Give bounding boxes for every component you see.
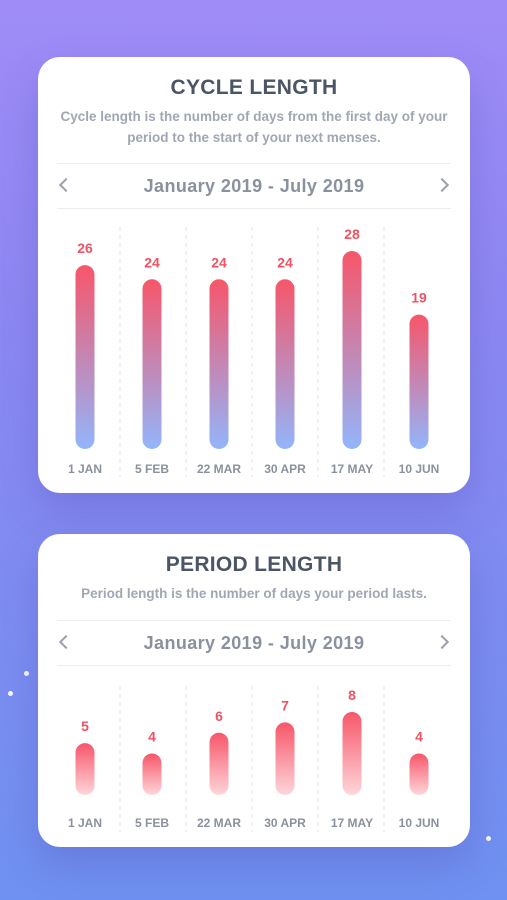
cycle-length-chart: 26 1 JAN 24 5 FEB 24 22 MAR 24 30 APR 28 17 MAY 19… [68, 226, 440, 477]
data-label: 4 [148, 729, 156, 745]
x-tick-label: 17 MAY [331, 462, 373, 476]
bar [142, 753, 162, 795]
x-tick-label: 5 FEB [135, 816, 169, 830]
x-tick-label: 1 JAN [68, 462, 102, 476]
bar [409, 314, 429, 449]
cycle-length-title: CYCLE LENGTH [170, 76, 338, 99]
bar [209, 732, 229, 795]
period-length-chart: 5 1 JAN 4 5 FEB 6 22 MAR 7 30 APR 8 17 MAY 4 10 JUN [68, 686, 440, 832]
x-tick-label: 1 JAN [68, 816, 102, 830]
data-label: 28 [344, 226, 360, 242]
bar [75, 265, 95, 449]
bar [209, 279, 229, 449]
period-date-navigator: January 2019 - July 2019 [57, 620, 451, 666]
bar [409, 753, 429, 795]
data-label: 4 [415, 729, 423, 745]
data-label: 24 [144, 254, 160, 270]
data-label: 26 [77, 240, 93, 256]
cycle-date-navigator: January 2019 - July 2019 [57, 163, 451, 209]
period-length-description: Period length is the number of days your… [81, 586, 427, 601]
x-tick-label: 30 APR [264, 816, 306, 830]
data-label: 24 [277, 254, 293, 270]
data-label: 24 [211, 254, 227, 270]
period-date-range: January 2019 - July 2019 [143, 633, 365, 653]
x-tick-label: 22 MAR [197, 462, 241, 476]
bar [142, 279, 162, 449]
x-tick-label: 10 JUN [399, 462, 440, 476]
bar [275, 722, 295, 795]
x-tick-label: 5 FEB [135, 462, 169, 476]
cycle-length-card: CYCLE LENGTH Cycle length is the number … [38, 57, 470, 493]
data-label: 8 [348, 687, 356, 703]
x-tick-label: 10 JUN [399, 816, 440, 830]
bar [342, 712, 362, 795]
x-tick-label: 22 MAR [197, 816, 241, 830]
period-length-card: PERIOD LENGTH Period length is the numbe… [38, 534, 470, 847]
data-label: 7 [281, 697, 289, 713]
cycle-date-range: January 2019 - July 2019 [143, 176, 365, 196]
cycle-length-description: Cycle length is the number of days from … [60, 109, 448, 145]
data-label: 6 [215, 708, 223, 724]
data-label: 19 [411, 290, 427, 306]
x-tick-label: 30 APR [264, 462, 306, 476]
x-tick-label: 17 MAY [331, 816, 373, 830]
bar [75, 743, 95, 795]
data-label: 5 [81, 718, 89, 734]
decorative-dot [486, 836, 491, 841]
decorative-dot [24, 671, 29, 676]
decorative-dot [8, 691, 13, 696]
period-length-title: PERIOD LENGTH [165, 553, 343, 576]
bar [275, 279, 295, 449]
bar [342, 251, 362, 449]
